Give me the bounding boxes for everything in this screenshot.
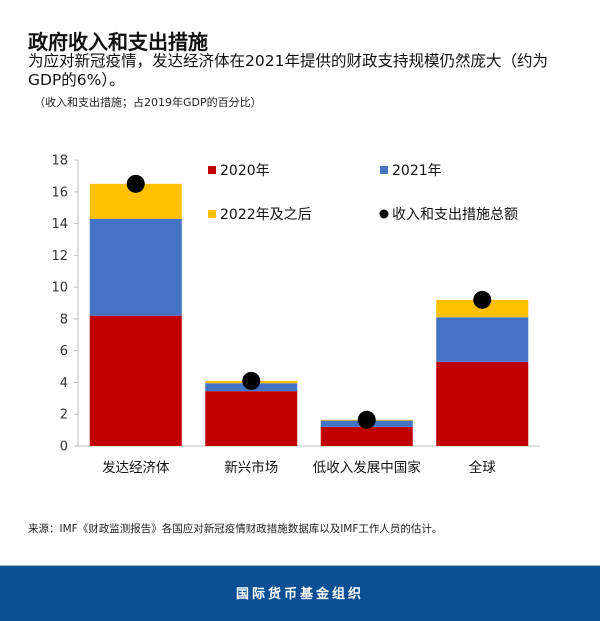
- x-category-label: 发达经济体: [102, 460, 170, 476]
- y-tick-label: 4: [60, 376, 68, 391]
- y-tick-label: 14: [51, 217, 68, 232]
- total-marker: [357, 410, 376, 429]
- chart-subtitle: 为应对新冠疫情，发达经济体在2021年提供的财政支持规模仍然庞大（约为GDP的6…: [28, 52, 548, 89]
- unit-note: （收入和支出措施；占2019年GDP的百分比）: [34, 96, 262, 109]
- legend-marker: [379, 209, 389, 219]
- bar-0-1: [205, 391, 298, 446]
- legend-swatch: [380, 166, 388, 174]
- legend-swatch: [208, 210, 216, 218]
- total-marker: [242, 371, 261, 390]
- legend-swatch: [208, 166, 216, 174]
- x-category-label: 新兴市场: [224, 459, 278, 476]
- stacked-bar-chart: 0 2 4 6 8 10 12 14 16 18 发达经济体 新兴市场 低收入发展中国家 全球 2020年 2…: [51, 154, 540, 476]
- total-marker: [126, 174, 145, 193]
- y-tick-label: 6: [60, 344, 68, 359]
- y-tick-label: 12: [51, 249, 68, 264]
- total-marker: [473, 290, 492, 309]
- y-tick-label: 2: [60, 408, 68, 423]
- y-tick-label: 8: [60, 312, 68, 327]
- x-category-label: 低收入发展中国家: [313, 459, 421, 476]
- bar-0-0: [89, 315, 182, 446]
- bar-0-2: [320, 426, 413, 446]
- footer-banner: 国际货币基金组织: [0, 565, 600, 621]
- source-note: 来源：IMF《财政监测报告》各国应对新冠疫情财政措施数据库以及IMF工作人员的估…: [28, 523, 443, 535]
- chart-title: 政府收入和支出措施: [28, 30, 208, 54]
- legend-label: 2021年: [392, 163, 442, 179]
- y-tick-label: 16: [51, 185, 68, 200]
- legend-label: 2022年及之后: [220, 207, 312, 223]
- y-tick-label: 10: [51, 281, 68, 296]
- bar-1-3: [436, 317, 529, 362]
- legend-label: 2020年: [220, 163, 270, 179]
- y-tick-label: 18: [51, 154, 68, 169]
- bar-0-3: [436, 361, 529, 446]
- footer-org-name: 国际货币基金组织: [235, 587, 364, 602]
- bar-1-0: [89, 218, 182, 316]
- legend-label: 收入和支出措施总额: [392, 207, 518, 223]
- y-tick-label: 0: [60, 440, 68, 455]
- x-category-label: 全球: [469, 459, 496, 476]
